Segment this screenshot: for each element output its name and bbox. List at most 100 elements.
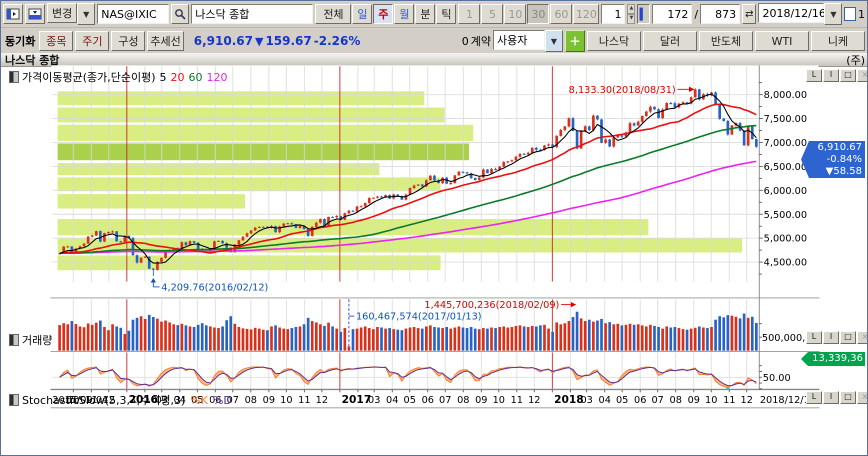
favorite-tab-3[interactable]: WTI — [755, 31, 809, 51]
date-field[interactable]: 2018/12/16 — [758, 3, 826, 23]
svg-text:03: 03 — [156, 395, 168, 406]
svg-text:05: 05 — [191, 395, 203, 406]
period-button-4[interactable]: 분 — [415, 4, 436, 24]
svg-text:2018: 2018 — [554, 393, 584, 406]
symbol-code-input[interactable] — [97, 4, 170, 24]
position-total-input[interactable] — [700, 4, 741, 24]
contract-count: 0 — [461, 34, 469, 48]
sync-button-1[interactable]: 주기 — [75, 31, 110, 51]
ma60-line — [59, 124, 757, 255]
symbol-search-button[interactable] — [171, 4, 190, 24]
pane-line-button[interactable]: I — [823, 69, 839, 82]
add-favorite-button[interactable]: ＋ — [565, 30, 585, 52]
svg-text:08: 08 — [457, 395, 469, 406]
minute-button-2[interactable]: 10 — [504, 4, 527, 24]
spinner-up-icon[interactable]: ▲ — [627, 4, 636, 14]
pane-control-group-1: L I □ × — [806, 331, 867, 344]
period-button-1[interactable]: 일 — [352, 4, 373, 24]
period-button-5[interactable]: 틱 — [436, 4, 457, 24]
pane-close-button[interactable]: × — [857, 69, 867, 82]
svg-text:07: 07 — [651, 395, 663, 406]
bar-width-spinner[interactable]: ▲ ▼ — [627, 4, 636, 24]
favorite-tab-1[interactable]: 달러 — [643, 31, 697, 51]
pane-close-button[interactable]: × — [857, 331, 867, 344]
pane-line-button[interactable]: I — [823, 391, 839, 404]
date-combo[interactable]: 2018/12/16 ▼ — [758, 3, 843, 25]
svg-text:12: 12 — [528, 395, 540, 406]
period-button-2[interactable]: 주 — [373, 4, 394, 24]
sync-button-3[interactable]: 추세선 — [147, 31, 184, 51]
layout-bottom-icon-button[interactable] — [25, 4, 45, 24]
bar-width-input[interactable] — [601, 4, 626, 24]
change-button[interactable]: 변경 — [47, 3, 78, 23]
svg-text:4,500.00: 4,500.00 — [764, 258, 807, 269]
pane-link-button[interactable]: L — [806, 391, 822, 404]
pane-restore-button[interactable]: □ — [840, 391, 856, 404]
volume-legend: 거래량 — [9, 332, 52, 348]
period-button-3[interactable]: 월 — [394, 4, 415, 24]
svg-text:6,500.00: 6,500.00 — [764, 162, 807, 173]
position-separator: / — [694, 7, 699, 21]
change-dropdown-arrow-icon[interactable]: ▼ — [77, 3, 96, 25]
user-field[interactable]: 사용자 — [493, 30, 545, 50]
chart-canvas[interactable]: 4,500.00 5,000.00 5,500.00 6,000.00 6,500.00… — [1, 53, 868, 456]
ma120-label: 120 — [206, 70, 228, 84]
svg-text:160,467,574(2017/01/13): 160,467,574(2017/01/13) — [356, 312, 482, 323]
pane-restore-button[interactable]: □ — [840, 69, 856, 82]
spinner-down-icon[interactable]: ▼ — [627, 14, 636, 24]
date-dropdown-arrow-icon[interactable]: ▼ — [824, 3, 843, 25]
price-change: 159.67 — [265, 34, 312, 48]
sync-label: 동기화 — [5, 35, 36, 48]
svg-text:12: 12 — [316, 395, 328, 406]
svg-text:07: 07 — [227, 395, 239, 406]
position-current-input[interactable] — [652, 4, 693, 24]
ma-legend-label: 가격이동평균(종가,단순이평) — [22, 71, 156, 84]
period-button-0[interactable]: 전체 — [315, 4, 352, 24]
volume-bars — [58, 311, 758, 351]
pane-link-button[interactable]: L — [806, 69, 822, 82]
sync-button-2[interactable]: 구성 — [111, 31, 146, 51]
pane-line-button[interactable]: I — [823, 331, 839, 344]
favorite-tab-0[interactable]: 나스닥 — [587, 31, 641, 51]
chart-region: 나스닥 종합 (주) 4,500.00 5,000.00 5,500.00 6,000… — [1, 53, 868, 456]
price-down-arrow-icon: ▼ — [254, 34, 264, 48]
refresh-swap-button[interactable]: ⇄ — [742, 4, 757, 24]
svg-text:5,000.00: 5,000.00 — [764, 234, 807, 245]
user-dropdown-arrow-icon[interactable]: ▼ — [545, 30, 563, 52]
svg-text:07: 07 — [439, 395, 451, 406]
minute-button-1[interactable]: 5 — [481, 4, 504, 24]
minute-button-group: 1 5 10 30 60 120 — [458, 4, 600, 24]
svg-text:8,000.00: 8,000.00 — [764, 90, 807, 101]
svg-text:03: 03 — [368, 395, 380, 406]
svg-text:2016: 2016 — [129, 393, 159, 406]
period-button-group: 전체 일 주 월 분 틱 — [315, 4, 457, 24]
favorite-tab-2[interactable]: 반도체 — [699, 31, 753, 51]
user-combo[interactable]: 사용자 ▼ — [493, 30, 563, 52]
svg-text:10: 10 — [67, 395, 79, 406]
minute-button-4[interactable]: 60 — [550, 4, 573, 24]
price-axis: 4,500.00 5,000.00 5,500.00 6,000.00 6,500.00… — [759, 82, 818, 390]
right-checkbox[interactable] — [844, 7, 856, 21]
badge-change: ▼58.58 — [825, 166, 862, 177]
pane-restore-button[interactable]: □ — [840, 331, 856, 344]
change-combo[interactable]: 변경 ▼ — [47, 3, 96, 25]
minute-button-3[interactable]: 30 — [527, 4, 550, 24]
sync-button-0[interactable]: 종목 — [39, 31, 74, 51]
right-checkbox-label: 1 — [858, 7, 865, 21]
pane-link-button[interactable]: L — [806, 331, 822, 344]
second-toolbar: 동기화 종목 주기 구성 추세선 6,910.67 ▼ 159.67 -2.26% 0… — [1, 28, 867, 54]
layout-left-icon-button[interactable] — [3, 4, 23, 24]
annotations: 8,133.30(2018/08/31) 4,209.76(2016/02/12)… — [150, 85, 695, 323]
svg-text:7,500.00: 7,500.00 — [764, 114, 807, 125]
pane-close-button[interactable]: × — [857, 391, 867, 404]
svg-text:1,445,700,236(2018/02/09): 1,445,700,236(2018/02/09) — [424, 300, 559, 311]
stochastic-legend: StochasticSlow(5,3,지수이평,3) %K %D — [9, 392, 232, 408]
svg-text:12: 12 — [103, 395, 115, 406]
svg-text:5,500.00: 5,500.00 — [764, 210, 807, 221]
minute-button-0[interactable]: 1 — [458, 4, 481, 24]
favorite-tab-4[interactable]: 니케 — [811, 31, 865, 51]
ma60-label: 60 — [188, 70, 203, 84]
minute-button-5[interactable]: 120 — [573, 4, 600, 24]
cursor-toggle-button[interactable]: ▍ — [637, 4, 651, 24]
